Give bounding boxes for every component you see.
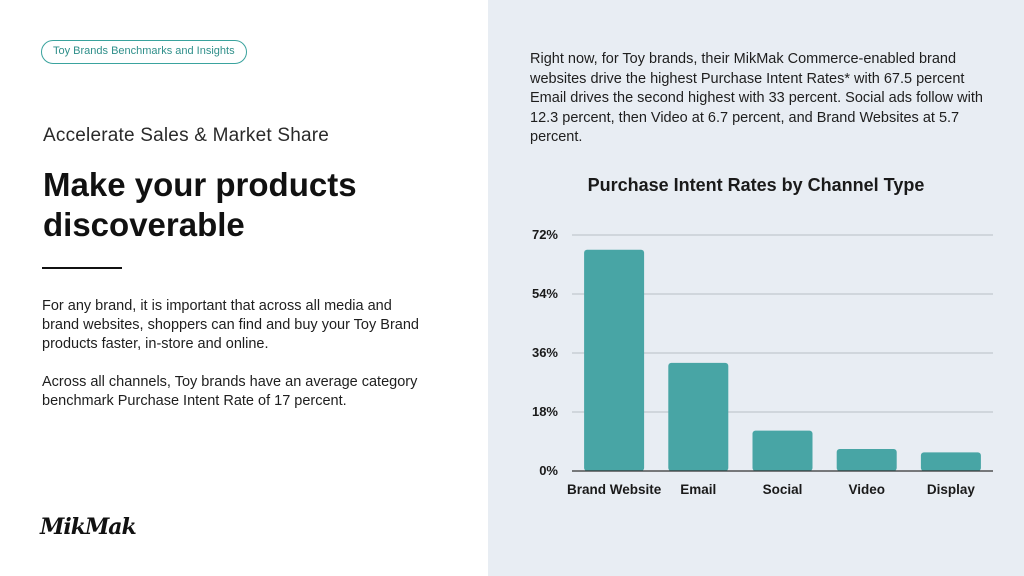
right-panel [488,0,1024,576]
left-panel: Toy Brands Benchmarks and Insights Accel… [0,0,488,576]
x-tick-label: Email [680,482,716,497]
body-paragraph-2: Across all channels, Toy brands have an … [42,374,418,409]
y-tick-label: 18% [532,404,558,419]
body-paragraph-1: For any brand, it is important that acro… [42,298,419,352]
category-tag: Toy Brands Benchmarks and Insights [41,40,247,64]
x-tick-label: Brand Website [567,482,662,497]
mikmak-logo: MikMak [40,514,137,540]
y-tick-label: 54% [532,286,558,301]
x-tick-label: Social [763,482,803,497]
section-subtitle: Accelerate Sales & Market Share [43,125,330,146]
x-tick-label: Display [927,482,976,497]
divider [42,267,122,269]
y-tick-label: 36% [532,345,558,360]
bar-email [668,362,729,471]
bar-brand-website [584,249,645,471]
body-copy: For any brand, it is important that acro… [42,297,432,430]
bar-video [836,449,897,471]
bar-chart: 0% 18% 36% 54% 72% Brand Website Email Social Vi… [532,227,993,497]
summary-text: Right now, for Toy brands, their MikMak … [530,51,983,145]
bar-social [752,430,813,471]
y-tick-label: 72% [532,227,558,242]
x-tick-label: Video [848,482,885,497]
bar-display [920,452,981,471]
chart-title: Purchase Intent Rates by Channel Type [587,175,925,195]
page-title: Make your products discoverable [43,166,357,243]
y-tick-label: 0% [539,463,558,478]
